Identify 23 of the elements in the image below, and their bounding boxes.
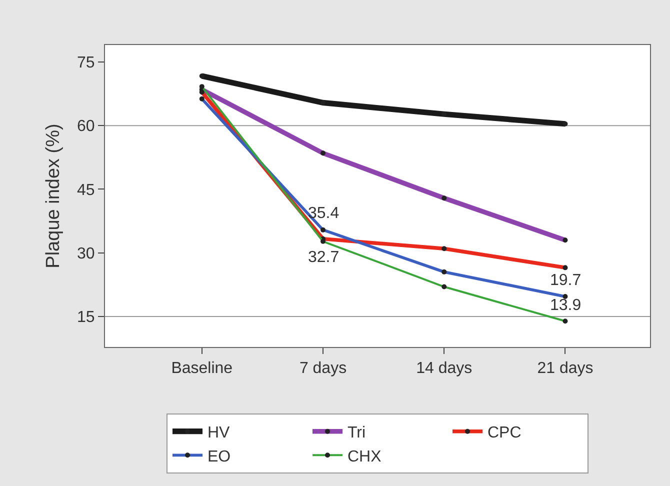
x-tick-label: 14 days [416, 360, 472, 378]
point [562, 121, 568, 126]
legend-label: EO [208, 448, 231, 466]
y-tick-label: 60 [77, 118, 95, 136]
point [199, 73, 204, 78]
legend-label: Tri [348, 424, 366, 442]
legend-label: HV [208, 424, 230, 442]
legend-label: CPC [488, 424, 522, 442]
annotation: 35.4 [308, 205, 340, 222]
y-axis-title: Plaque index (%) [42, 124, 64, 268]
point [320, 100, 326, 106]
x-tick-label: Baseline [171, 360, 233, 378]
y-tick-label: 75 [77, 54, 95, 72]
point [442, 112, 447, 117]
annotation: 13.9 [550, 297, 582, 314]
annotation: 32.7 [308, 249, 340, 266]
x-tick-label: 21 days [537, 360, 594, 378]
annotation: 19.7 [550, 272, 582, 289]
y-tick-label: 30 [77, 245, 95, 262]
y-tick-label: 45 [77, 182, 95, 199]
x-tick-label: 7 days [299, 360, 347, 378]
legend-label: CHX [348, 448, 382, 466]
y-tick-label: 15 [77, 309, 95, 326]
